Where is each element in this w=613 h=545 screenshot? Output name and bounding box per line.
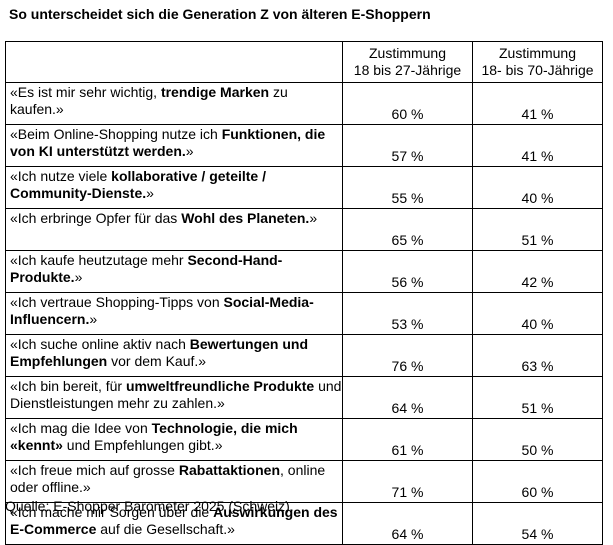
statement-emphasis: kollaborative / geteilte / Community-Die… — [10, 168, 266, 201]
statement-cell: «Ich nutze viele kollaborative / geteilt… — [5, 166, 343, 209]
statement-emphasis: Second-Hand-Produkte. — [10, 252, 283, 285]
table-row: «Ich kaufe heutzutage mehr Second-Hand-P… — [5, 250, 603, 293]
all-ages-value: 50 % — [472, 418, 603, 461]
all-ages-value: 41 % — [472, 124, 603, 167]
statement-text: «Ich kaufe heutzutage mehr — [10, 252, 188, 268]
statement-cell: «Ich erbringe Opfer für das Wohl des Pla… — [5, 208, 343, 251]
all-ages-value: 41 % — [472, 82, 603, 125]
all-ages-value: 54 % — [472, 502, 603, 545]
gen-z-value: 56 % — [342, 250, 473, 293]
header-gen-z-line2: 18 bis 27-Jährige — [353, 62, 462, 78]
all-ages-value: 60 % — [472, 460, 603, 503]
header-all-ages-line1: Zustimmung — [498, 45, 577, 61]
header-gen-z-line1: Zustimmung — [368, 45, 447, 61]
statement-text: «Ich nutze viele — [10, 168, 112, 184]
statement-text: «Ich vertraue Shopping-Tipps von — [10, 294, 224, 310]
statement-text: » — [185, 143, 194, 159]
all-ages-value: 40 % — [472, 292, 603, 335]
gen-z-value: 53 % — [342, 292, 473, 335]
statement-emphasis: Funktionen, die von KI unterstützt werde… — [10, 126, 326, 159]
header-statement — [5, 41, 343, 83]
statement-text: «Beim Online-Shopping nutze ich — [10, 126, 222, 142]
gen-z-value: 64 % — [342, 502, 473, 545]
gen-z-value: 64 % — [342, 376, 473, 419]
table-row: «Ich erbringe Opfer für das Wohl des Pla… — [5, 208, 603, 251]
statement-text: «Ich suche online aktiv nach — [10, 336, 190, 352]
all-ages-value: 51 % — [472, 376, 603, 419]
all-ages-value: 42 % — [472, 250, 603, 293]
statement-cell: «Ich kaufe heutzutage mehr Second-Hand-P… — [5, 250, 343, 293]
statement-text: zu kaufen.» — [10, 84, 288, 117]
all-ages-value: 51 % — [472, 208, 603, 251]
statement-text: » — [89, 311, 98, 327]
statement-cell: «Es ist mir sehr wichtig, trendige Marke… — [5, 82, 343, 125]
statement-text: «Es ist mir sehr wichtig, — [10, 84, 161, 100]
statement-cell: «Ich freue mich auf grosse Rabattaktione… — [5, 460, 343, 503]
page-title: So unterscheidet sich die Generation Z v… — [9, 6, 431, 22]
statement-text: auf die Gesellschaft.» — [96, 521, 235, 537]
gen-z-value: 57 % — [342, 124, 473, 167]
statement-text: «Ich erbringe Opfer für das — [10, 210, 182, 226]
statement-text: «Ich mache mir Sorgen über die — [10, 504, 214, 520]
statement-text: «Ich bin bereit, für — [10, 378, 126, 394]
gen-z-value: 76 % — [342, 334, 473, 377]
statement-emphasis: Wohl des Planeten. — [181, 210, 310, 226]
source-note: Quelle: E-Shopper Barometer 2025 (Schwei… — [5, 498, 294, 514]
table-header-row: Zustimmung 18 bis 27-Jährige Zustimmung … — [5, 41, 603, 83]
statement-text: und Dienstleistungen mehr zu zahlen.» — [10, 378, 342, 411]
statement-emphasis: umweltfreundliche Produkte — [125, 378, 315, 394]
statement-text: und Empfehlungen gibt.» — [62, 437, 223, 453]
statement-text: » — [146, 185, 154, 201]
table-row: «Beim Online-Shopping nutze ich Funktion… — [5, 124, 603, 167]
all-ages-value: 40 % — [472, 166, 603, 209]
table-row: «Ich suche online aktiv nach Bewertungen… — [5, 334, 603, 377]
statement-cell: «Ich mag die Idee von Technologie, die m… — [5, 418, 343, 461]
statement-emphasis: Technologie, die mich «kennt» — [10, 420, 298, 453]
statement-cell: «Ich vertraue Shopping-Tipps von Social-… — [5, 292, 343, 335]
statement-text: «Ich mag die Idee von — [10, 420, 152, 436]
all-ages-value: 63 % — [472, 334, 603, 377]
statement-cell: «Ich suche online aktiv nach Bewertungen… — [5, 334, 343, 377]
table-row: «Es ist mir sehr wichtig, trendige Marke… — [5, 82, 603, 125]
statement-cell: «Ich bin bereit, für umweltfreundliche P… — [5, 376, 343, 419]
header-all-ages-line2: 18- bis 70-Jährige — [481, 62, 594, 78]
table-row: «Ich mag die Idee von Technologie, die m… — [5, 418, 603, 461]
statement-emphasis: Rabattaktionen — [178, 462, 280, 478]
header-all-ages: Zustimmung 18- bis 70-Jährige — [472, 41, 603, 83]
gen-z-value: 65 % — [342, 208, 473, 251]
table-row: «Ich vertraue Shopping-Tipps von Social-… — [5, 292, 603, 335]
statement-text: vor dem Kauf.» — [107, 353, 207, 369]
gen-z-value: 71 % — [342, 460, 473, 503]
statement-cell: «Beim Online-Shopping nutze ich Funktion… — [5, 124, 343, 167]
table-row: «Ich freue mich auf grosse Rabattaktione… — [5, 460, 603, 503]
statement-text: , online oder offline.» — [10, 462, 326, 495]
statement-emphasis: Bewertungen und Empfehlungen — [10, 336, 309, 369]
statement-text: «Ich freue mich auf grosse — [10, 462, 179, 478]
gen-z-value: 60 % — [342, 82, 473, 125]
header-gen-z: Zustimmung 18 bis 27-Jährige — [342, 41, 473, 83]
statement-emphasis: trendige Marken — [160, 84, 270, 100]
table-row: «Ich nutze viele kollaborative / geteilt… — [5, 166, 603, 209]
statement-emphasis: Social-Media-Influencern. — [10, 294, 314, 327]
gen-z-value: 61 % — [342, 418, 473, 461]
statement-text: » — [309, 210, 318, 226]
survey-table: Zustimmung 18 bis 27-Jährige Zustimmung … — [5, 41, 603, 545]
statement-text: » — [74, 269, 83, 285]
gen-z-value: 55 % — [342, 166, 473, 209]
table-row: «Ich bin bereit, für umweltfreundliche P… — [5, 376, 603, 419]
